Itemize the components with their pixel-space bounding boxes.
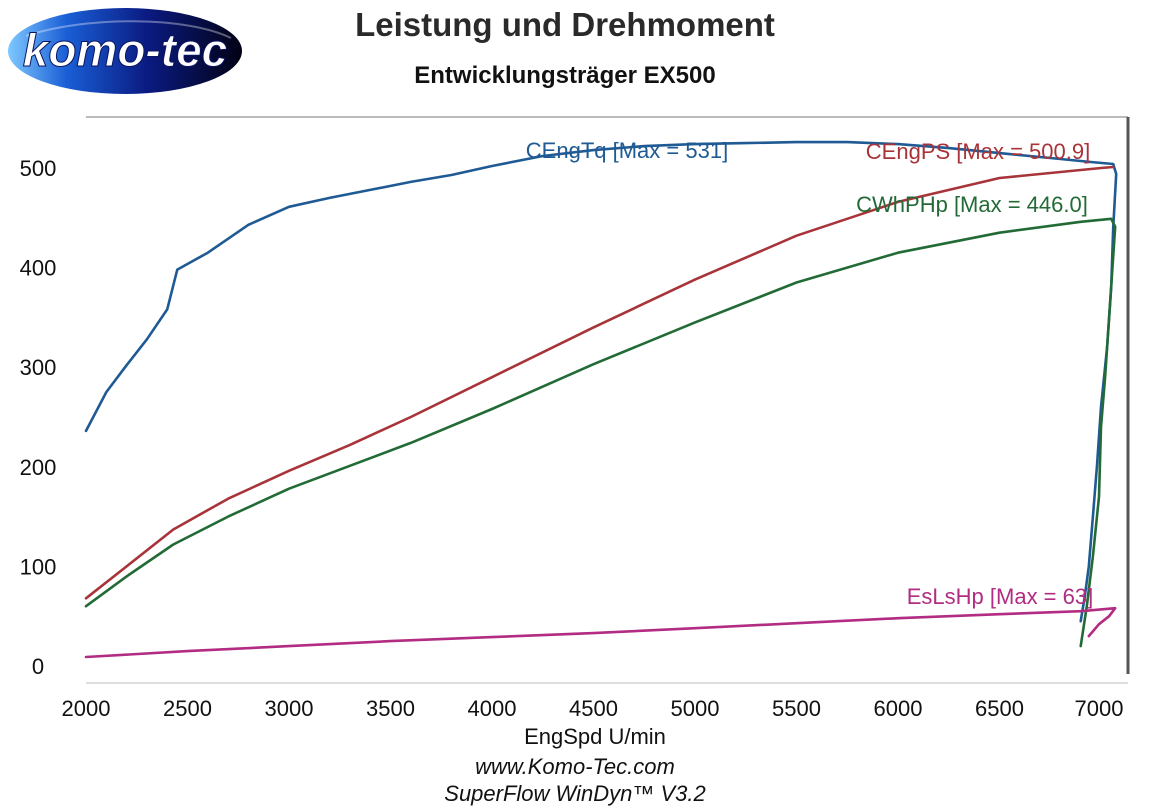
x-tick-label: 6000 (874, 696, 923, 721)
y-tick-label: 100 (20, 554, 57, 579)
y-tick-label: 0 (32, 654, 44, 679)
label-cengtq: CEngTq [Max = 531] (526, 138, 728, 163)
x-tick-label: 4000 (468, 696, 517, 721)
series-lines (84, 140, 1118, 659)
x-tick-label: 7000 (1075, 696, 1124, 721)
x-tick-label: 2000 (62, 696, 111, 721)
x-tick-label: 6500 (975, 696, 1024, 721)
logo-text: komo-tec (23, 24, 227, 76)
x-tick-label: 4500 (569, 696, 618, 721)
series-line-cengps (84, 165, 1115, 600)
x-tick-label: 3000 (265, 696, 314, 721)
y-tick-label: 400 (20, 256, 57, 281)
komo-tec-logo: komo-tec (8, 8, 242, 94)
x-tick-label: 3500 (366, 696, 415, 721)
y-tick-label: 500 (20, 156, 57, 181)
x-tick-label: 5000 (671, 696, 720, 721)
series-line-eslshp (84, 606, 1117, 659)
series-line-cwhphp (84, 217, 1117, 648)
footer-software: SuperFlow WinDyn™ V3.2 (444, 781, 706, 806)
y-axis-ticks: 0 100 200 300 400 500 (20, 156, 57, 679)
chart-title: Leistung und Drehmoment (355, 6, 775, 43)
footer-url: www.Komo-Tec.com (475, 754, 675, 779)
x-axis-label: EngSpd U/min (524, 724, 666, 749)
label-cwhphp: CWhPHp [Max = 446.0] (856, 192, 1088, 217)
x-axis-ticks: 2000 2500 3000 3500 4000 4500 5000 5500 6000 6500… (62, 696, 1124, 721)
x-tick-label: 2500 (163, 696, 212, 721)
y-tick-label: 300 (20, 355, 57, 380)
series-labels: CEngTq [Max = 531] CEngPS [Max = 500.9] … (526, 138, 1093, 609)
chart-subtitle: Entwicklungsträger EX500 (414, 62, 716, 89)
y-tick-label: 200 (20, 455, 57, 480)
label-cengps: CEngPS [Max = 500.9] (866, 139, 1090, 164)
label-eslshp: EsLsHp [Max = 63] (907, 584, 1093, 609)
x-tick-label: 5500 (772, 696, 821, 721)
